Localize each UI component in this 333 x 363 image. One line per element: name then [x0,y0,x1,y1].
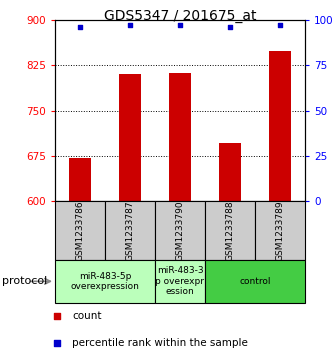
Text: GDS5347 / 201675_at: GDS5347 / 201675_at [104,9,256,23]
Text: GSM1233787: GSM1233787 [126,200,135,261]
Bar [205,201,255,260]
Bar [155,201,205,260]
Point [177,23,183,28]
Bar [155,260,205,303]
Bar [255,201,305,260]
Text: miR-483-5p
overexpression: miR-483-5p overexpression [71,272,140,291]
Point [277,23,283,28]
Text: GSM1233786: GSM1233786 [76,200,85,261]
Text: control: control [239,277,271,286]
Point [55,340,60,346]
Text: percentile rank within the sample: percentile rank within the sample [73,338,248,348]
Bar [205,260,305,303]
Bar [105,201,155,260]
Point [127,23,133,28]
Bar [55,201,105,260]
Text: count: count [73,311,102,321]
Bar [55,260,155,303]
Bar [169,73,191,201]
Text: GSM1233790: GSM1233790 [175,200,184,261]
Text: miR-483-3
p overexpr
ession: miR-483-3 p overexpr ession [156,266,204,296]
Point [227,24,233,30]
Text: GSM1233789: GSM1233789 [275,200,284,261]
Bar [269,52,291,201]
Point [55,313,60,319]
Bar [119,74,141,201]
Text: GSM1233788: GSM1233788 [225,200,234,261]
Point [77,24,83,30]
Bar [69,158,91,201]
Bar [219,143,241,201]
Text: protocol: protocol [2,276,47,286]
